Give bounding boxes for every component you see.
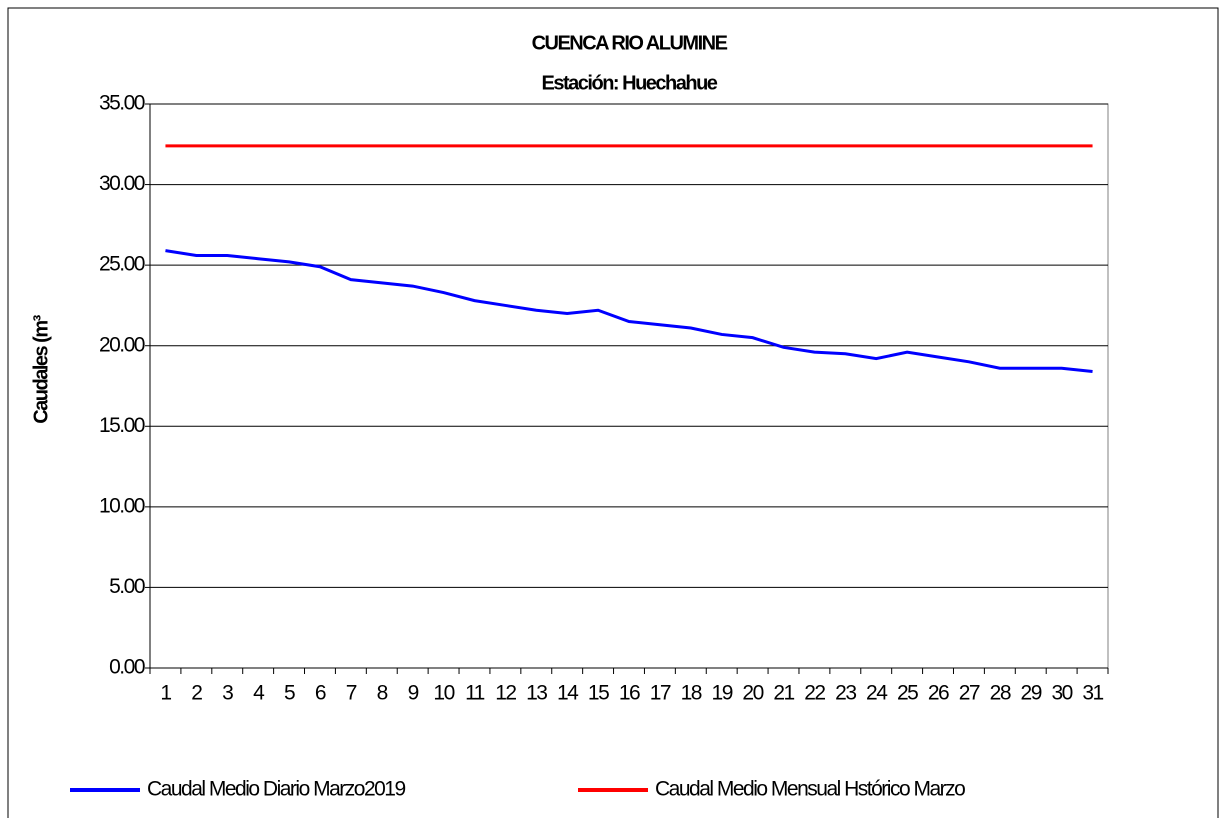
y-tick-label: 30.00 — [99, 172, 145, 195]
y-tick-label: 5.00 — [109, 575, 145, 598]
data-line — [165, 249, 1093, 373]
x-tick-label: 19 — [712, 682, 733, 705]
x-tick-label: 8 — [377, 682, 388, 705]
x-tick-label: 22 — [804, 682, 825, 705]
y-tick-label: 20.00 — [99, 333, 145, 356]
x-tick-label: 13 — [526, 682, 547, 705]
y-tick-label: 0.00 — [109, 656, 145, 679]
x-tick-label: 1 — [160, 682, 171, 705]
x-tick-label: 16 — [619, 682, 640, 705]
x-tick-label: 9 — [408, 682, 419, 705]
x-tick-label: 27 — [959, 682, 980, 705]
legend-label: Caudal Medio Mensual Hstórico Marzo — [655, 778, 965, 801]
x-tick-label: 4 — [253, 682, 265, 705]
x-tick-label: 24 — [866, 682, 888, 705]
y-tick-label: 15.00 — [99, 414, 145, 437]
y-tick-label: 10.00 — [99, 494, 145, 517]
x-tick-label: 28 — [990, 682, 1011, 705]
x-tick-label: 20 — [742, 682, 763, 705]
chart-subtitle: Estación: Huechahue — [542, 72, 718, 94]
x-tick-label: 26 — [928, 682, 949, 705]
y-axis-label: Caudales (m³ — [30, 314, 52, 423]
x-tick-label: 3 — [222, 682, 233, 705]
x-tick-label: 29 — [1021, 682, 1042, 705]
x-tick-label: 6 — [315, 682, 326, 705]
x-tick-label: 25 — [897, 682, 918, 705]
chart-border — [7, 7, 1219, 818]
x-tick-label: 17 — [650, 682, 671, 705]
chart-title: CUENCA RIO ALUMINE — [532, 32, 728, 54]
x-tick-label: 18 — [681, 682, 702, 705]
x-tick-label: 23 — [835, 682, 856, 705]
x-tick-label: 2 — [191, 682, 202, 705]
x-tick-label: 15 — [588, 682, 609, 705]
x-tick-label: 12 — [495, 682, 516, 705]
x-tick-label: 7 — [346, 682, 357, 705]
x-tick-label: 30 — [1051, 682, 1072, 705]
legend-label: Caudal Medio Diario Marzo2019 — [147, 778, 405, 801]
x-tick-label: 31 — [1082, 682, 1103, 705]
x-tick-label: 5 — [284, 682, 295, 705]
y-tick-label: 35.00 — [99, 92, 145, 115]
x-tick-label: 11 — [465, 682, 485, 705]
x-tick-label: 14 — [557, 682, 579, 705]
y-tick-label: 25.00 — [99, 253, 145, 276]
x-tick-label: 21 — [773, 682, 794, 705]
x-tick-label: 10 — [433, 682, 454, 705]
plot-area — [149, 103, 1109, 669]
